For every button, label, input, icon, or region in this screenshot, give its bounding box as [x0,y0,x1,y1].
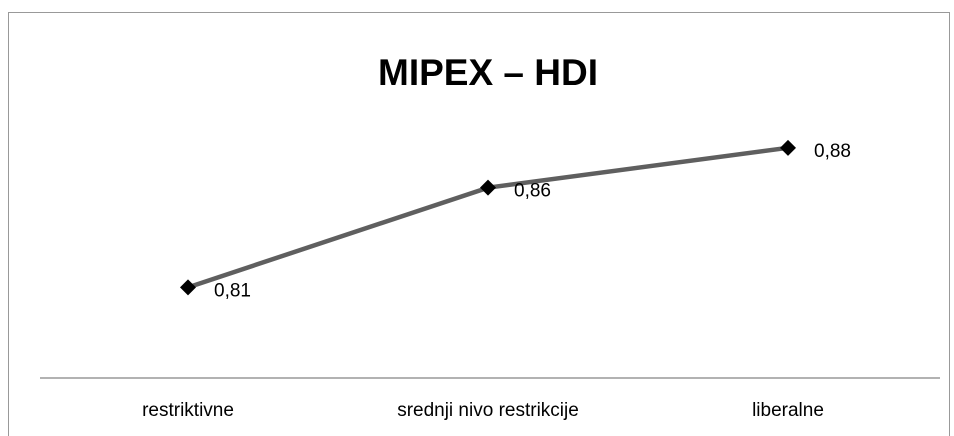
data-label: 0,88 [814,141,851,162]
chart-title: MIPEX – HDI [378,52,598,93]
x-tick-label: liberalne [752,400,824,421]
data-marker [180,279,196,296]
data-marker [780,139,796,156]
data-label: 0,86 [514,181,551,202]
data-marker [480,179,496,196]
x-tick-label: restriktivne [142,400,234,421]
data-label: 0,81 [214,280,251,301]
chart-frame [8,12,950,436]
x-tick-label: srednji nivo restrikcije [397,400,579,421]
